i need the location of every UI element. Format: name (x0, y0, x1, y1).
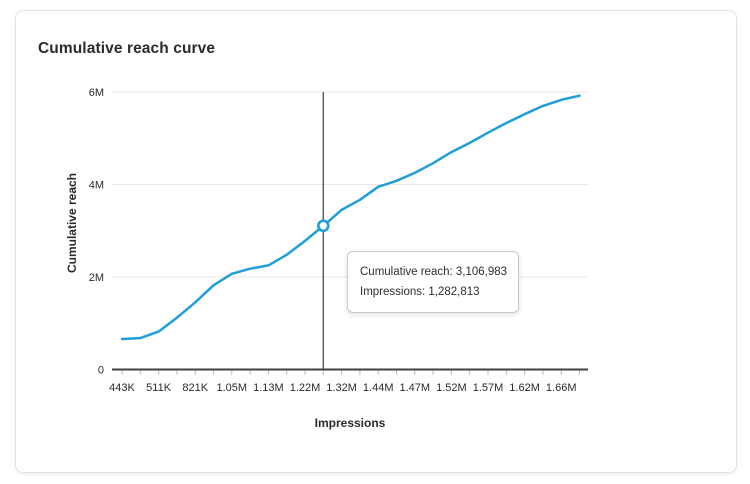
x-tick-label: 1.52M (436, 382, 467, 394)
y-tick-label: 0 (98, 364, 104, 376)
reach-curve-card (15, 10, 737, 473)
x-tick-label: 1.05M (217, 382, 248, 394)
x-tick-label: 1.22M (290, 382, 321, 394)
x-tick-label: 443K (109, 382, 135, 394)
x-tick-label: 1.44M (363, 382, 394, 394)
tooltip-impressions: Impressions: 1,282,813 (360, 286, 480, 298)
y-tick-label: 6M (89, 87, 104, 99)
x-tick-label: 1.32M (326, 382, 357, 394)
tooltip: Cumulative reach: 3,106,983 Impressions:… (347, 251, 519, 313)
x-tick-label: 821K (182, 382, 208, 394)
x-tick-label: 1.13M (253, 382, 284, 394)
x-tick-label: 1.47M (400, 382, 431, 394)
x-tick-label: 1.66M (546, 382, 577, 394)
x-tick-label: 511K (146, 382, 172, 394)
reach-curve-line (120, 94, 581, 341)
x-tick-label: 1.57M (473, 382, 504, 394)
x-tick-label: 1.62M (509, 382, 540, 394)
y-tick-label: 2M (89, 272, 104, 284)
tooltip-cumulative-reach: Cumulative reach: 3,106,983 (360, 266, 508, 278)
highlighted-point-marker[interactable] (316, 219, 330, 233)
y-tick-label: 4M (89, 179, 104, 191)
chart-title: Cumulative reach curve (38, 40, 216, 57)
x-axis-title: Impressions (314, 416, 386, 430)
